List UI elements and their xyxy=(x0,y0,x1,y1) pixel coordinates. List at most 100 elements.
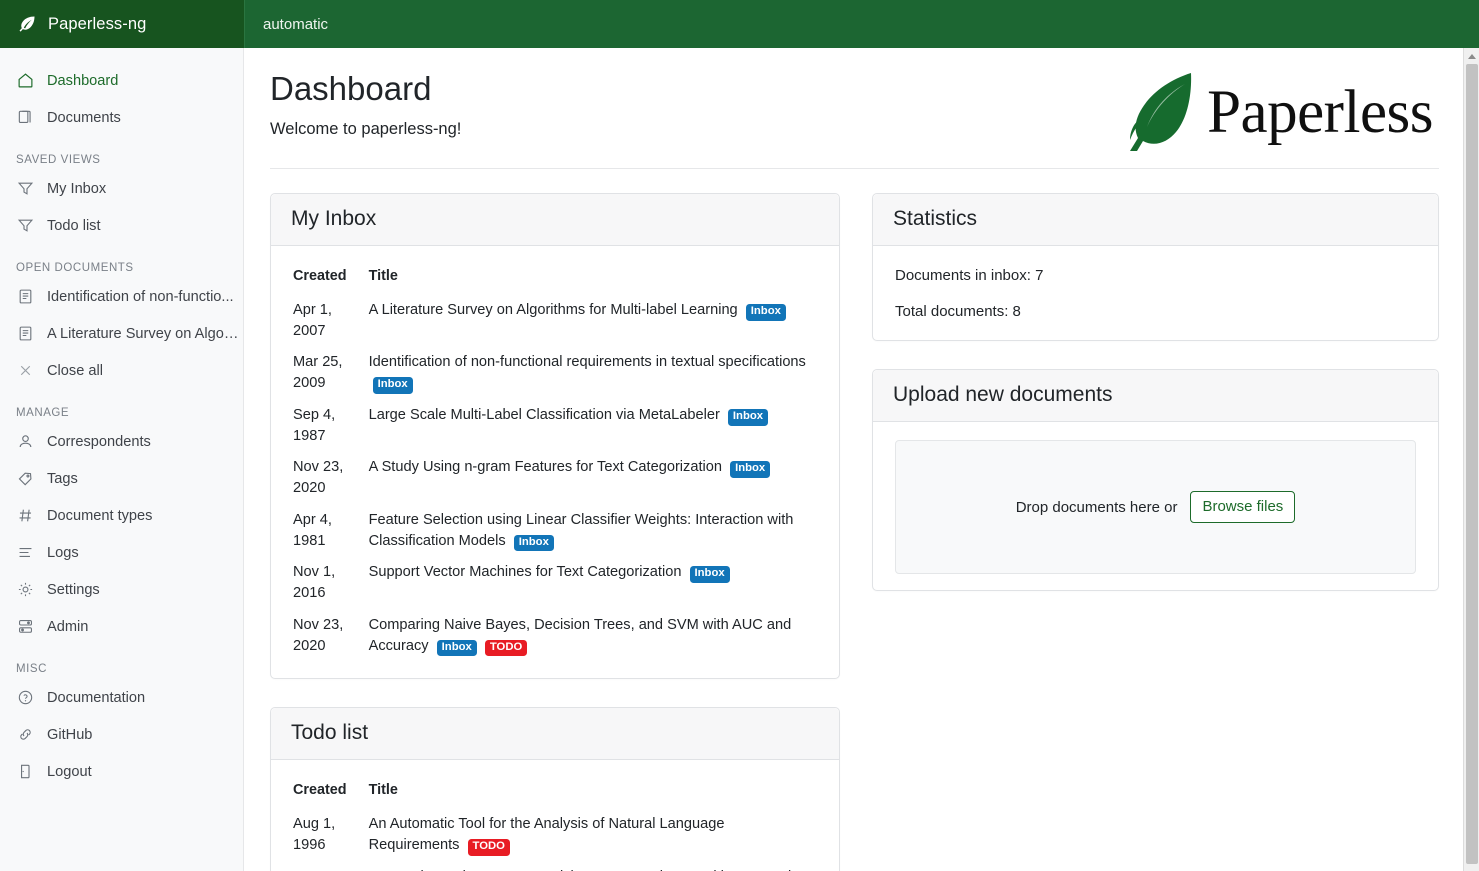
inbox-table: Created Title Apr 1, 2007 A Literature Su… xyxy=(293,264,817,662)
cell-title: Feature Selection using Linear Classifie… xyxy=(369,505,817,558)
document-title-link[interactable]: Comparing Naive Bayes, Decision Trees, a… xyxy=(368,616,792,654)
file-dropzone[interactable]: Drop documents here or Browse files xyxy=(895,440,1416,574)
table-row: Nov 23, 2020 A Study Using n-gram Feature… xyxy=(293,452,817,504)
sidebar-item-github[interactable]: GitHub xyxy=(0,716,243,753)
tag-badge[interactable]: Inbox xyxy=(727,409,769,426)
sidebar-item-dashboard[interactable]: Dashboard xyxy=(0,62,243,99)
tag-badge[interactable]: Inbox xyxy=(372,377,413,395)
hash-icon xyxy=(19,509,32,522)
sidebar-item-label: Settings xyxy=(47,581,100,598)
sidebar-item-label: Logs xyxy=(47,544,79,561)
cell-title: Identification of non-functional require… xyxy=(369,347,817,400)
document-title-link[interactable]: A Literature Survey on Algorithms for Mu… xyxy=(368,302,738,318)
cell-created: Apr 4, 1981 xyxy=(293,511,332,549)
sidebar-item-label: Document types xyxy=(47,507,153,524)
table-header-row: Created Title xyxy=(293,778,817,809)
cell-title: An Automatic Tool for the Analysis of Na… xyxy=(369,809,817,862)
tag-badge[interactable]: Inbox xyxy=(730,461,771,479)
sidebar-item-close-all[interactable]: Close all xyxy=(0,352,243,389)
cell-created: Nov 23, 2020 xyxy=(293,459,344,497)
todo-table-body: Aug 1, 1996 An Automatic Tool for the Ana… xyxy=(293,809,817,871)
card-header: Upload new documents xyxy=(873,370,1438,422)
dashboard-grid: My Inbox Created Title Apr 1, 2007 A Lite… xyxy=(270,169,1439,871)
tag-badge[interactable]: Inbox xyxy=(513,534,554,552)
filter-icon xyxy=(17,219,34,232)
cell-created: Sep 4, 1987 xyxy=(293,407,336,444)
brand-area[interactable]: Paperless-ng xyxy=(0,0,244,48)
card-body: Created Title Aug 1, 1996 An Automatic To… xyxy=(271,760,839,871)
column-header-title: Title xyxy=(368,268,398,284)
card-title: Todo list xyxy=(291,721,369,745)
tag-badge[interactable]: TODO xyxy=(467,839,510,857)
table-row: Mar 25, 2009 Identification of non-functi… xyxy=(293,347,817,400)
card-header: My Inbox xyxy=(271,194,839,246)
table-header-row: Created Title xyxy=(293,264,817,295)
sidebar-item-document-types[interactable]: Document types xyxy=(0,497,243,534)
document-title-link[interactable]: Large Scale Multi-Label Classification v… xyxy=(368,407,720,424)
stat-documents-in-inbox: Documents in inbox: 7 xyxy=(895,267,1044,284)
document-icon xyxy=(19,326,32,341)
document-title-link[interactable]: Support Vector Machines for Text Categor… xyxy=(368,564,682,581)
sidebar-item-admin[interactable]: Admin xyxy=(0,608,243,645)
tag-badge[interactable]: Inbox xyxy=(689,566,730,584)
sidebar-item-documentation[interactable]: Documentation xyxy=(0,679,243,716)
sidebar-item-logs[interactable]: Logs xyxy=(0,534,243,571)
sidebar-item-label: Close all xyxy=(47,362,103,379)
sidebar-section-saved-views: SAVED VIEWS xyxy=(16,154,101,166)
paperless-logo-text: Paperless xyxy=(1207,78,1433,146)
sidebar-item-label: A Literature Survey on Algori... xyxy=(47,325,243,342)
admin-icon xyxy=(19,620,32,633)
tag-icon xyxy=(18,472,32,486)
sidebar-item-my-inbox[interactable]: My Inbox xyxy=(0,170,243,207)
document-title-link[interactable]: Comparing Naive Bayes, Decision Trees, a… xyxy=(369,869,792,871)
card-title: My Inbox xyxy=(291,207,377,230)
browse-files-button[interactable]: Browse files xyxy=(1190,491,1296,523)
upload-card: Upload new documents Drop documents here… xyxy=(872,369,1439,591)
sidebar-section-open-documents: OPEN DOCUMENTS xyxy=(16,262,134,274)
cell-created: Apr 1, 2007 xyxy=(293,302,332,339)
cell-created: Mar 25, 2009 xyxy=(293,354,343,392)
document-title-link[interactable]: A Study Using n-gram Features for Text C… xyxy=(368,459,722,476)
paperless-leaf-icon xyxy=(1130,73,1192,151)
cell-title: Comparing Naive Bayes, Decision Trees, a… xyxy=(369,610,817,663)
main-content: Dashboard Welcome to paperless-ng! Paper… xyxy=(244,48,1479,871)
sidebar-item-correspondents[interactable]: Correspondents xyxy=(0,423,243,460)
table-row: Sep 4, 1987 Large Scale Multi-Label Class… xyxy=(293,400,817,452)
vertical-scrollbar[interactable] xyxy=(1463,48,1479,871)
sidebar-item-settings[interactable]: Settings xyxy=(0,571,243,608)
sidebar-item-label: Correspondents xyxy=(47,433,151,450)
card-title: Statistics xyxy=(893,207,978,230)
leaf-icon xyxy=(19,16,35,32)
gear-icon xyxy=(18,582,33,597)
sidebar-item-documents[interactable]: Documents xyxy=(0,99,243,136)
tag-badge[interactable]: Inbox xyxy=(745,304,786,321)
sidebar-item-open-document-2[interactable]: A Literature Survey on Algori... xyxy=(0,315,243,352)
scroll-up-button[interactable] xyxy=(1464,48,1479,64)
sidebar-item-label: Logout xyxy=(47,763,92,780)
sidebar-item-label: Documents xyxy=(47,109,121,126)
tag-badge[interactable]: Inbox xyxy=(436,639,477,657)
sidebar-item-open-document-1[interactable]: Identification of non-functio... xyxy=(0,278,243,315)
my-inbox-card: My Inbox Created Title Apr 1, 2007 A Lite… xyxy=(270,193,840,680)
tag-badge[interactable]: TODO xyxy=(484,639,528,657)
document-title-link[interactable]: Identification of non-functional require… xyxy=(368,354,806,371)
scrollbar-thumb[interactable] xyxy=(1466,64,1478,864)
sidebar-section-misc: MISC xyxy=(16,663,47,675)
sidebar-item-logout[interactable]: Logout xyxy=(0,753,243,790)
document-title-link[interactable]: An Automatic Tool for the Analysis of Na… xyxy=(368,816,725,854)
document-title-link[interactable]: Feature Selection using Linear Classifie… xyxy=(368,511,794,549)
documents-icon xyxy=(18,110,31,124)
table-row: Apr 4, 1981 Feature Selection using Linea… xyxy=(293,505,817,558)
sidebar-item-tags[interactable]: Tags xyxy=(0,460,243,497)
sidebar-section-manage: MANAGE xyxy=(16,407,70,419)
close-icon xyxy=(20,365,31,376)
sidebar-item-todo-list[interactable]: Todo list xyxy=(0,207,243,244)
sidebar-item-label: GitHub xyxy=(47,726,93,743)
logout-icon xyxy=(21,764,30,779)
cell-title: A Literature Survey on Algorithms for Mu… xyxy=(369,295,817,347)
link-icon xyxy=(20,729,31,740)
sidebar-item-label: Tags xyxy=(47,470,78,487)
sidebar-item-label: Documentation xyxy=(47,689,146,706)
